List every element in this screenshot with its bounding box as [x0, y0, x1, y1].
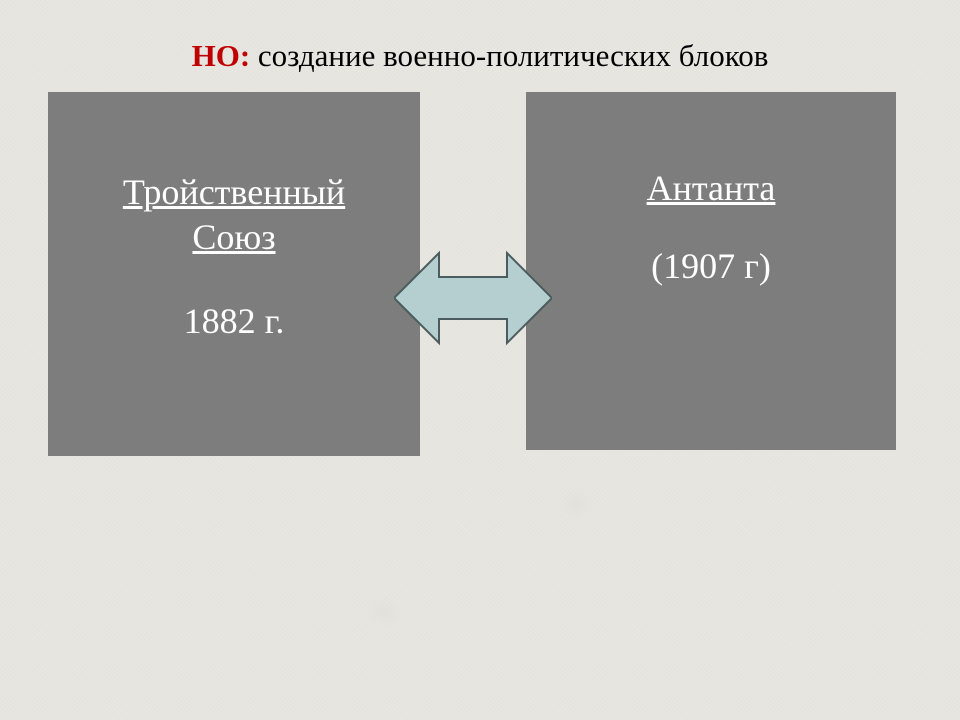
- right-block-year: (1907 г): [651, 245, 771, 287]
- title-highlight: НО:: [192, 38, 251, 73]
- slide-title: НО: создание военно-политических блоков: [0, 38, 960, 74]
- double-arrow-icon: [394, 247, 552, 349]
- left-block-year: 1882 г.: [184, 300, 285, 342]
- left-block-title: Тройственный Союз: [123, 170, 345, 260]
- left-block: Тройственный Союз 1882 г.: [48, 92, 420, 456]
- left-title-line1: Тройственный: [123, 172, 345, 212]
- right-block-title: Антанта: [647, 166, 776, 211]
- right-block: Антанта (1907 г): [526, 92, 896, 450]
- left-title-line2: Союз: [192, 217, 275, 257]
- title-rest: создание военно-политических блоков: [250, 38, 768, 73]
